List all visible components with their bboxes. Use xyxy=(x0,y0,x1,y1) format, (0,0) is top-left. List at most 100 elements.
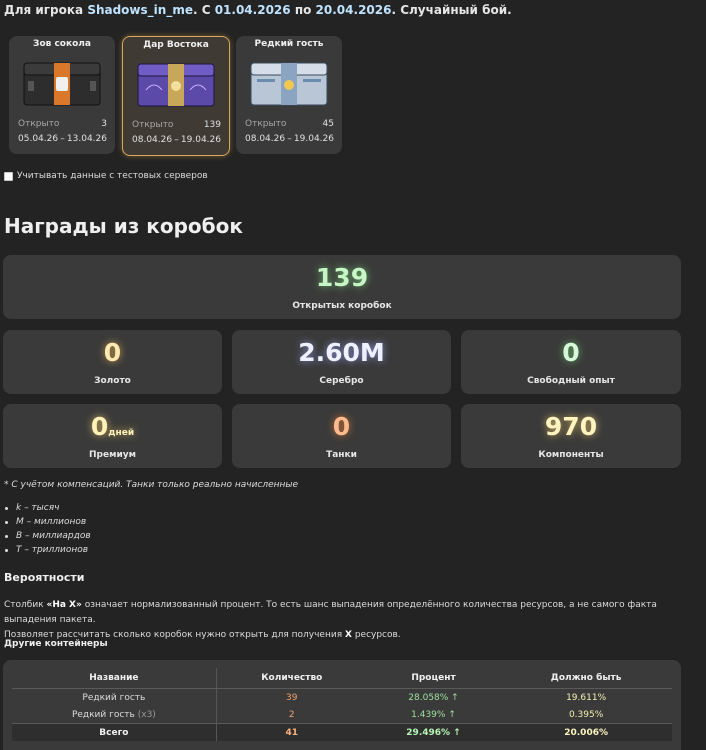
tanks-card: 0 Танки xyxy=(232,404,451,468)
box-date-from: 05.04.26 xyxy=(18,134,59,144)
date-dash: – xyxy=(60,134,65,144)
box-date-from: 08.04.26 xyxy=(245,134,286,144)
compensation-note: * С учётом компенсаций. Танки только реа… xyxy=(4,480,299,490)
box-date-to: 19.04.26 xyxy=(293,134,334,144)
test-servers-checkbox[interactable] xyxy=(4,171,13,181)
legend-item: T – триллионов xyxy=(4,545,89,555)
other-containers-table-box: Название Количество Процент Должно быть … xyxy=(3,660,681,750)
probabilities-title: Вероятности xyxy=(4,571,85,584)
box-card-dar-vostoka[interactable]: Дар Востока Открыто 139 08.04.26–19.04.2… xyxy=(122,36,230,156)
total-name: Всего xyxy=(12,723,217,741)
silver-blue-crate-icon xyxy=(247,59,331,109)
table-row: Редкий гость (x3) 2 1.439% ↑ 0.395% xyxy=(12,706,672,724)
silver-value: 2.60M xyxy=(298,338,385,367)
premium-card: 0дней Премиум xyxy=(3,404,222,468)
col-must[interactable]: Должно быть xyxy=(500,668,672,689)
silver-card: 2.60M Серебро xyxy=(232,330,451,394)
row-name: Редкий гость (x3) xyxy=(12,706,216,724)
components-value: 970 xyxy=(544,412,598,441)
opened-boxes-card: 139 Открытых коробок xyxy=(3,255,681,319)
row-must: 19.611% xyxy=(566,692,607,703)
row-name: Редкий гость xyxy=(12,689,216,707)
legend-item: k – тысяч xyxy=(4,503,60,513)
opened-boxes-caption: Открытых коробок xyxy=(292,301,392,311)
opened-boxes-value: 139 xyxy=(315,263,369,292)
page-header: Для игрока Shadows_in_me. С 01.04.2026 п… xyxy=(4,3,512,17)
gold-card: 0 Золото xyxy=(3,330,222,394)
tanks-caption: Танки xyxy=(326,450,357,460)
box-dates: 08.04.26–19.04.26 xyxy=(132,135,221,145)
col-name[interactable]: Название xyxy=(12,668,217,689)
prob-text-d: Позволяет рассчитать сколько коробок нуж… xyxy=(4,630,343,640)
opened-label: Открыто xyxy=(245,119,287,129)
box-date-to: 19.04.26 xyxy=(180,135,221,145)
orange-black-crate-icon xyxy=(20,59,104,109)
box-date-to: 13.04.26 xyxy=(66,134,107,144)
opened-label: Открыто xyxy=(18,119,60,129)
total-qty: 41 xyxy=(215,723,367,741)
total-pct: 29.496% ↑ xyxy=(366,723,501,741)
box-dates: 05.04.26–13.04.26 xyxy=(18,134,107,144)
components-card: 970 Компоненты xyxy=(461,404,681,468)
legend-item: M – миллионов xyxy=(4,517,87,527)
probabilities-text: Столбик «На X» означает нормализованный … xyxy=(4,598,704,643)
date-to: 20.04.2026 xyxy=(315,3,392,17)
premium-number: 0 xyxy=(90,412,109,441)
premium-value: 0дней xyxy=(3,412,222,441)
test-servers-option[interactable]: Учитывать данные с тестовых серверов xyxy=(4,171,208,181)
header-suffix: . Случайный бой. xyxy=(391,3,512,17)
prob-text-b: «На X» xyxy=(46,600,82,610)
silver-caption: Серебро xyxy=(319,376,364,386)
table-total-row: Всего 41 29.496% ↑ 20.006% xyxy=(12,723,672,741)
box-name: Дар Востока xyxy=(143,40,209,50)
prob-text-f: ресурсов. xyxy=(354,630,401,640)
free-xp-value: 0 xyxy=(562,338,580,367)
row-multiplier: (x3) xyxy=(137,709,156,720)
table-header-row: Название Количество Процент Должно быть xyxy=(12,668,672,689)
col-pct[interactable]: Процент xyxy=(366,668,501,689)
opened-count: 3 xyxy=(101,119,107,129)
col-qty[interactable]: Количество xyxy=(215,668,367,689)
free-xp-card: 0 Свободный опыт xyxy=(461,330,681,394)
row-name-text: Редкий гость xyxy=(82,692,146,703)
box-name: Редкий гость xyxy=(254,39,324,49)
prob-text-c: означает нормализованный процент. То ест… xyxy=(4,600,657,625)
player-name: Shadows_in_me xyxy=(87,3,193,17)
opened-count: 45 xyxy=(322,119,334,129)
date-from: 01.04.2026 xyxy=(214,3,291,17)
header-mid: . С xyxy=(192,3,211,17)
other-containers-table: Название Количество Процент Должно быть … xyxy=(12,668,672,741)
components-caption: Компоненты xyxy=(538,450,604,460)
opened-label: Открыто xyxy=(132,120,174,130)
gold-value: 0 xyxy=(103,338,122,367)
row-pct: 1.439% ↑ xyxy=(411,709,456,720)
prob-text-a: Столбик xyxy=(4,600,44,610)
box-dates: 08.04.26–19.04.26 xyxy=(245,134,334,144)
opened-count: 139 xyxy=(203,120,221,130)
tanks-value: 0 xyxy=(332,412,351,441)
rewards-title: Награды из коробок xyxy=(4,214,243,238)
header-to-word: по xyxy=(294,3,312,17)
legend-item: B – миллиардов xyxy=(5,531,91,541)
row-pct: 28.058% ↑ xyxy=(408,692,459,703)
box-card-redkiy-gost[interactable]: Редкий гость Открыто 45 08.04.26–19.04.2… xyxy=(236,36,342,154)
row-name-text: Редкий гость xyxy=(71,709,135,720)
row-qty: 39 xyxy=(215,688,367,706)
other-containers-title: Другие контейнеры xyxy=(4,639,108,649)
box-name: Зов сокола xyxy=(33,39,91,49)
row-must: 0.395% xyxy=(568,709,604,720)
date-dash: – xyxy=(174,135,179,145)
free-xp-caption: Свободный опыт xyxy=(527,376,615,386)
date-dash: – xyxy=(287,134,292,144)
row-qty: 2 xyxy=(215,706,367,724)
test-servers-label: Учитывать данные с тестовых серверов xyxy=(17,171,208,181)
prob-text-e: X xyxy=(344,630,352,640)
header-prefix: Для игрока xyxy=(4,3,84,17)
table-row: Редкий гость 39 28.058% ↑ 19.611% xyxy=(12,688,672,707)
box-date-from: 08.04.26 xyxy=(132,135,173,145)
purple-crate-icon xyxy=(134,60,218,110)
box-card-zov-sokola[interactable]: Зов сокола Открыто 3 05.04.26–13.04.26 xyxy=(9,36,115,154)
gold-caption: Золото xyxy=(94,376,131,386)
premium-caption: Премиум xyxy=(89,450,136,460)
total-must: 20.006% xyxy=(500,723,672,741)
